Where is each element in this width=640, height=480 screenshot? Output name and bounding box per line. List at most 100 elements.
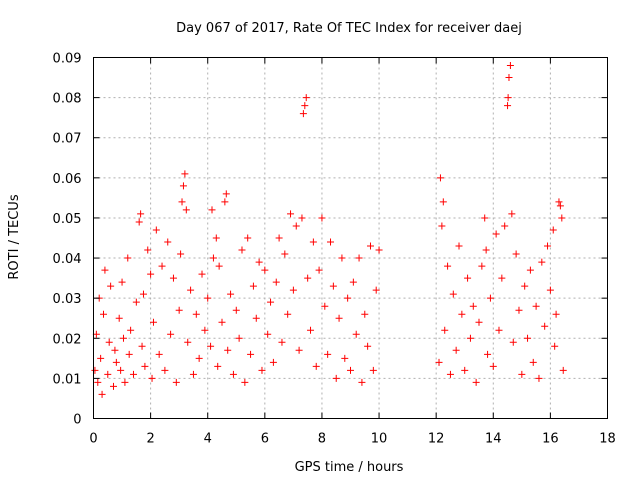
data-point [321,302,329,310]
data-point [252,314,260,322]
data-point [302,94,310,102]
data-point [98,390,106,398]
data-point [338,254,346,262]
data-point [315,266,323,274]
data-point [469,302,477,310]
data-point [178,198,186,206]
x-tick-label: 6 [261,432,269,447]
x-axis-ticks: 0 2 4 6 8 10 12 14 16 18 [89,57,616,447]
data-point [125,350,133,358]
data-point [229,370,237,378]
x-tick-label: 14 [485,432,502,447]
data-point [155,350,163,358]
data-point [546,286,554,294]
data-point [99,310,107,318]
data-point [438,222,446,230]
data-point [498,274,506,282]
data-point [235,334,243,342]
data-point [555,198,563,206]
data-point [227,290,235,298]
data-point [255,258,263,266]
data-point [135,218,143,226]
data-point [352,330,360,338]
x-tick-label: 18 [599,432,616,447]
data-point [179,182,187,190]
data-point [344,294,352,302]
y-tick-label: 0.06 [53,172,82,187]
data-point [341,354,349,362]
data-point [158,262,166,270]
data-point [504,102,512,110]
data-point [349,278,357,286]
data-point [141,362,149,370]
data-point [481,214,489,222]
y-tick-label: 0.08 [53,92,82,107]
chart-title: Day 067 of 2017, Rate Of TEC Index for r… [176,21,522,36]
data-point [109,382,117,390]
data-point [118,278,126,286]
data-point [508,210,516,218]
data-point [212,234,220,242]
x-tick-label: 10 [371,432,388,447]
data-point [208,206,216,214]
data-point [261,266,269,274]
data-point [195,354,203,362]
data-point [526,266,534,274]
data-point [501,222,509,230]
data-point [538,258,546,266]
data-point [489,362,497,370]
data-point [249,282,257,290]
data-point [161,366,169,374]
data-point [144,246,152,254]
data-point [152,226,160,234]
data-point [167,330,175,338]
y-tick-label: 0.04 [53,252,82,267]
data-point [444,262,452,270]
data-point [482,246,490,254]
y-tick-label: 0.07 [53,132,82,147]
data-point [505,74,513,82]
data-point [458,310,466,318]
data-point [214,362,222,370]
y-tick-label: 0.01 [53,372,82,387]
data-point [149,318,157,326]
data-point [355,254,363,262]
data-point [358,378,366,386]
data-point [97,354,105,362]
data-point [369,366,377,374]
data-point [509,338,517,346]
data-point [204,294,212,302]
data-point [138,342,146,350]
data-point [292,222,300,230]
data-point [218,318,226,326]
data-point [127,326,135,334]
data-point [215,262,223,270]
plot-frame [93,57,608,419]
data-point [304,274,312,282]
data-point [269,358,277,366]
x-axis-label: GPS time / hours [295,460,404,475]
data-point [184,338,192,346]
y-tick-label: 0.02 [53,332,82,347]
data-point [512,250,520,258]
data-point [267,298,275,306]
data-point [301,102,309,110]
data-point [287,210,295,218]
data-point [455,242,463,250]
data-point [552,310,560,318]
data-point [124,254,132,262]
data-point [275,234,283,242]
data-point [107,282,115,290]
y-tick-label: 0.05 [53,212,82,227]
data-point [366,242,374,250]
data-point [101,266,109,274]
data-point [258,366,266,374]
data-point [309,238,317,246]
data-point [209,254,217,262]
data-point [559,366,567,374]
data-point [372,286,380,294]
data-point [544,242,552,250]
data-point [224,346,232,354]
data-point [272,278,280,286]
